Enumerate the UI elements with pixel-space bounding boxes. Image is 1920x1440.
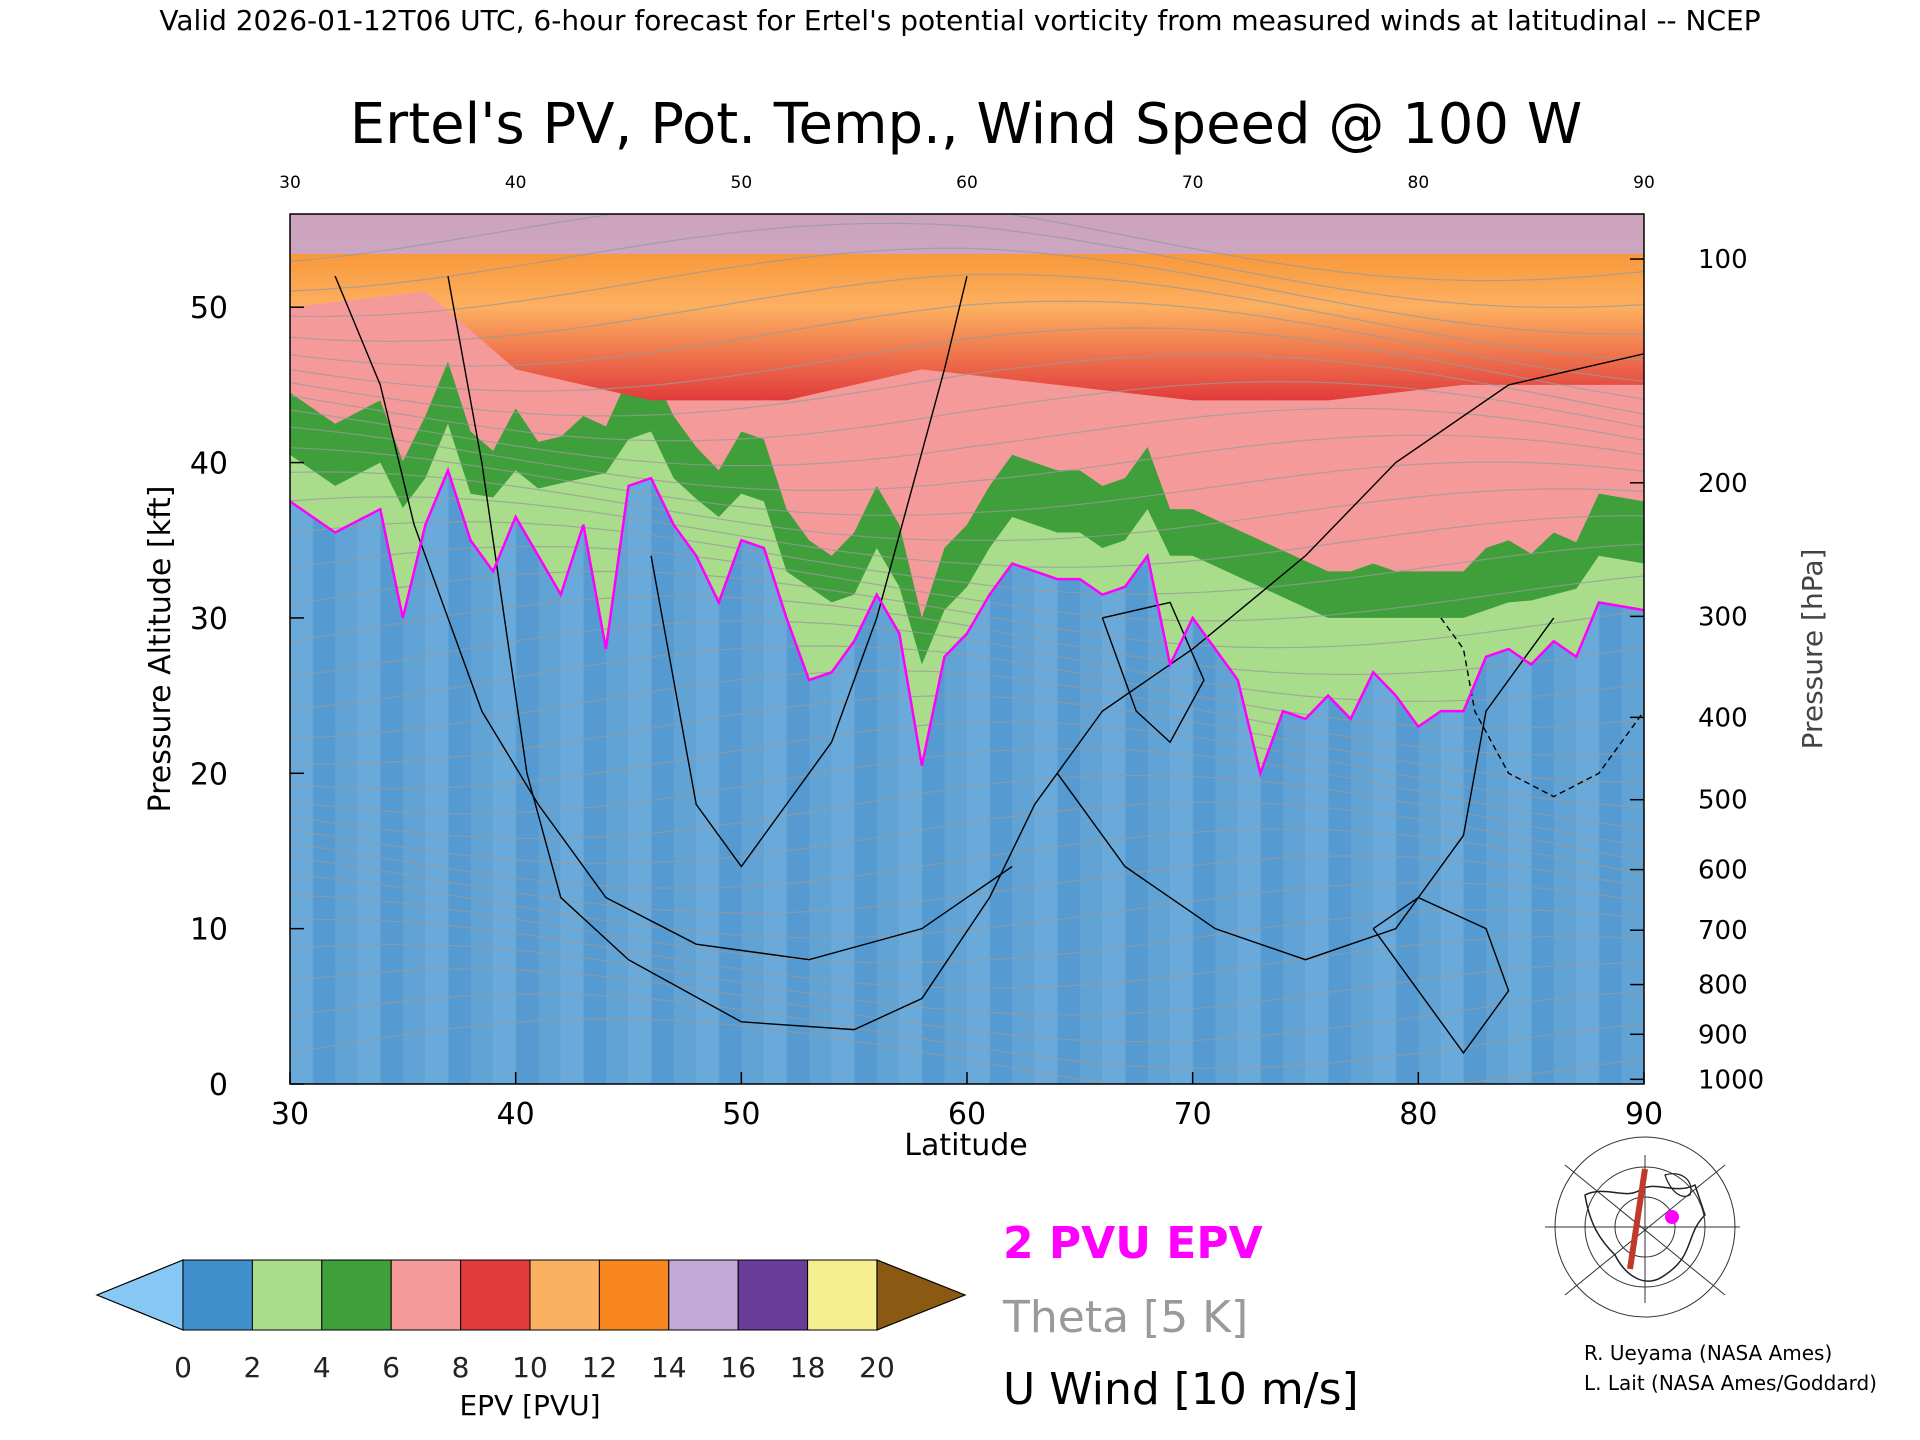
y2-axis-label: Pressure [hPa] <box>1796 549 1829 750</box>
pressure-tick-label: 500 <box>1698 786 1748 816</box>
colorbar-segment <box>251 1259 323 1331</box>
colorbar-segment <box>737 1259 809 1331</box>
colorbar-tick-label: 14 <box>651 1351 687 1384</box>
colorbar-tick-label: 4 <box>313 1351 331 1384</box>
colorbar-low-arrow <box>95 1259 184 1331</box>
colorbar-label: EPV [PVU] <box>459 1389 600 1422</box>
x-top-tick-label: 90 <box>1633 173 1655 193</box>
y-tick-label: 30 <box>190 602 228 637</box>
colorbar-tick-label: 8 <box>452 1351 470 1384</box>
credit-line-2: L. Lait (NASA Ames/Goddard) <box>1584 1371 1877 1395</box>
stratosphere-fill <box>290 214 1644 401</box>
pressure-tick-label: 400 <box>1698 703 1748 733</box>
inset-location-marker <box>1665 1210 1679 1224</box>
y-tick-label: 10 <box>190 913 228 948</box>
x-tick-label: 80 <box>1399 1097 1437 1132</box>
y-axis-label: Pressure Altitude [kft] <box>143 486 178 813</box>
colorbar-high-arrow <box>876 1259 967 1331</box>
pv-2pvu-contour <box>290 466 1644 778</box>
credits: R. Ueyama (NASA Ames) L. Lait (NASA Ames… <box>1584 1338 1914 1398</box>
plot-area <box>290 214 1644 1084</box>
wind-contours <box>334 275 1644 1055</box>
pressure-tick-label: 1000 <box>1698 1065 1764 1095</box>
legend-epv: 2 PVU EPV <box>1003 1218 1263 1269</box>
colorbar-tick-label: 20 <box>859 1351 895 1384</box>
colorbar-tick-label: 0 <box>174 1351 192 1384</box>
theta-contours <box>290 214 1644 1084</box>
inset-track-line <box>1627 1168 1648 1270</box>
colorbar-segment <box>321 1259 392 1331</box>
header-banner: Valid 2026-01-12T06 UTC, 6-hour forecast… <box>159 4 1760 37</box>
y-tick-label: 0 <box>209 1068 228 1103</box>
pressure-tick-label: 300 <box>1698 602 1748 632</box>
colorbar-tick-label: 16 <box>720 1351 756 1384</box>
pressure-tick-label: 600 <box>1698 856 1748 886</box>
x-tick-label: 60 <box>948 1097 986 1132</box>
x-top-tick-label: 70 <box>1182 173 1204 193</box>
x-tick-label: 50 <box>722 1097 760 1132</box>
y-tick-label: 50 <box>190 291 228 326</box>
pressure-tick-label: 900 <box>1698 1020 1748 1050</box>
y-tick-label: 20 <box>190 757 228 792</box>
colorbar-tick-label: 12 <box>582 1351 618 1384</box>
colorbar-segment <box>807 1259 878 1331</box>
x-tick-label: 90 <box>1625 1097 1663 1132</box>
colorbar-tick-label: 18 <box>790 1351 826 1384</box>
credit-line-1: R. Ueyama (NASA Ames) <box>1584 1341 1833 1365</box>
colorbar-segment <box>460 1259 531 1331</box>
x-top-tick-label: 80 <box>1408 173 1430 193</box>
x-top-tick-label: 60 <box>956 173 978 193</box>
x-axis-label: Latitude <box>904 1128 1027 1163</box>
colorbar-segment <box>529 1259 600 1331</box>
x-tick-label: 40 <box>497 1097 535 1132</box>
x-tick-label: 70 <box>1174 1097 1212 1132</box>
x-top-tick-label: 50 <box>731 173 753 193</box>
x-top-tick-label: 30 <box>279 173 301 193</box>
colorbar-segment <box>668 1259 739 1331</box>
colorbar-tick-label: 2 <box>243 1351 261 1384</box>
y-tick-label: 40 <box>190 447 228 482</box>
upper-purple-band <box>290 214 1644 254</box>
pressure-tick-label: 800 <box>1698 971 1748 1001</box>
axes: 3030404050506060707080809090010203040501… <box>190 173 1764 1132</box>
pressure-tick-label: 100 <box>1698 245 1748 275</box>
legend-wind: U Wind [10 m/s] <box>1003 1364 1359 1415</box>
colorbar-tick-label: 6 <box>382 1351 400 1384</box>
x-tick-label: 30 <box>271 1097 309 1132</box>
chart-title: Ertel's PV, Pot. Temp., Wind Speed @ 100… <box>350 92 1582 157</box>
pressure-tick-label: 700 <box>1698 916 1748 946</box>
x-top-tick-label: 40 <box>505 173 527 193</box>
colorbar-tick-label: 10 <box>512 1351 548 1384</box>
colorbar: 0 2 4 6 8 10 12 14 16 18 20 <box>95 1259 967 1384</box>
colorbar-segment <box>390 1259 462 1331</box>
colorbar-segment <box>598 1259 670 1331</box>
legend-theta: Theta [5 K] <box>1002 1292 1248 1343</box>
pressure-tick-label: 200 <box>1698 469 1748 499</box>
colorbar-segment <box>182 1259 253 1331</box>
inset-map <box>1545 1136 1740 1318</box>
